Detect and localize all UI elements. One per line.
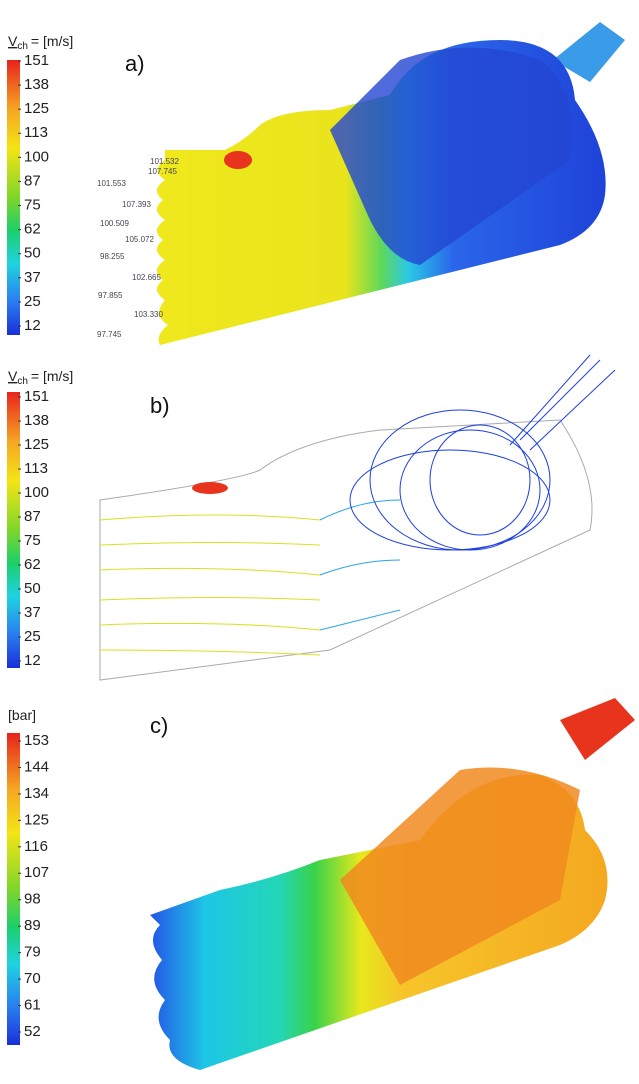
unit: [bar]: [8, 707, 36, 723]
colorbar-tick-label: 144: [24, 758, 49, 775]
colorbar-tick-label: 50: [24, 245, 41, 262]
subscript: ch: [17, 41, 28, 52]
colorbar-tick-label: 87: [24, 508, 41, 525]
colorbar-tick-label: 25: [24, 293, 41, 310]
colorbar: [7, 60, 20, 335]
figure: Vch= [m/s]15113812511310087756250372512a…: [0, 0, 639, 1079]
colorbar-tick-label: 138: [24, 76, 49, 93]
colorbar-tick-label: 25: [24, 628, 41, 645]
probe-value: 107.393: [122, 200, 151, 209]
panel-label: b): [150, 393, 170, 418]
colorbar-tick-label: 125: [24, 100, 49, 117]
probe-value: 103.330: [134, 310, 163, 319]
colorbar-header: Vch= [m/s]: [8, 368, 73, 387]
panel-label: a): [125, 51, 145, 76]
colorbar: [7, 733, 20, 1045]
colorbar-tick-label: 116: [24, 838, 48, 855]
colorbar-tick-label: 62: [24, 556, 41, 573]
colorbar-tick-label: 37: [24, 269, 41, 286]
colorbar-tick-label: 70: [24, 970, 41, 987]
colorbar-tick-label: 113: [24, 124, 48, 141]
panel-label: c): [150, 713, 168, 738]
colorbar-tick-label: 107: [24, 864, 49, 881]
probe-value: 100.509: [100, 219, 129, 228]
probe-value: 97.855: [98, 291, 123, 300]
colorbar-tick-label: 100: [24, 484, 49, 501]
colorbar-tick-label: 134: [24, 785, 49, 802]
colorbar-tick-label: 12: [24, 317, 41, 334]
colorbar-tick-label: 138: [24, 412, 49, 429]
probe-value: 102.665: [132, 273, 161, 282]
colorbar: [7, 392, 20, 668]
colorbar-tick-label: 89: [24, 917, 41, 934]
colorbar-tick-label: 62: [24, 221, 41, 238]
colorbar-tick-label: 37: [24, 604, 41, 621]
probe-value: 107.745: [148, 167, 177, 176]
panel-c-model: [150, 698, 635, 1070]
colorbar-tick-label: 79: [24, 944, 41, 961]
unit: = [m/s]: [31, 33, 73, 49]
colorbar-tick-label: 98: [24, 891, 41, 908]
colorbar-header: Vch= [m/s]: [8, 33, 73, 52]
colorbar-tick-label: 52: [24, 1023, 41, 1040]
colorbar-tick-label: 75: [24, 532, 41, 549]
colorbar-tick-label: 50: [24, 580, 41, 597]
colorbar-header: [bar]: [8, 707, 36, 723]
colorbar-tick-label: 125: [24, 436, 49, 453]
subscript: ch: [17, 376, 28, 387]
colorbar-tick-label: 125: [24, 811, 49, 828]
probe-value: 98.255: [100, 252, 125, 261]
colorbar-tick-label: 12: [24, 652, 41, 669]
colorbar-tick-label: 153: [24, 732, 49, 749]
probe-value: 101.553: [97, 179, 126, 188]
colorbar-tick-label: 100: [24, 148, 49, 165]
panel-a-model: [157, 22, 625, 345]
probe-value: 97.745: [97, 330, 122, 339]
colorbar-tick-label: 75: [24, 197, 41, 214]
probe-value: 101.532: [150, 157, 179, 166]
unit: = [m/s]: [31, 368, 73, 384]
colorbar-tick-label: 61: [24, 997, 41, 1014]
probe-value: 105.072: [125, 235, 154, 244]
colorbar-tick-label: 151: [24, 52, 49, 69]
colorbar-tick-label: 113: [24, 460, 48, 477]
colorbar-tick-label: 87: [24, 172, 41, 189]
colorbar-tick-label: 151: [24, 388, 49, 405]
panel-b-streamlines: [100, 355, 615, 680]
